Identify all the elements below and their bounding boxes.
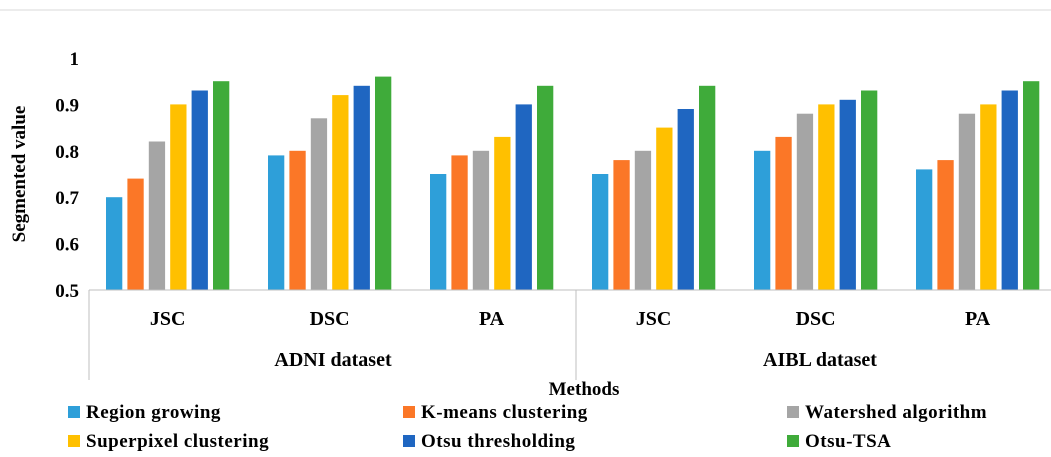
x-tick-label: DSC [796,308,836,330]
bar [537,85,554,290]
legend-label: Watershed algorithm [805,402,987,423]
bars [106,76,1040,291]
x-tick-label: PA [965,308,991,330]
bar [677,109,694,290]
bar [1023,81,1040,290]
y-tick-label: 0.7 [55,188,79,209]
bar [375,76,392,290]
bar [515,104,532,291]
legend-label: Otsu thresholding [421,431,575,452]
y-tick-label: 0.5 [55,281,79,302]
bar [796,113,814,290]
x-axis: JSC DSC PA JSC DSC PA ADNI dataset AIBL dataset [88,289,1051,380]
legend-label: Superpixel clustering [86,431,269,452]
group-label: ADNI dataset [274,349,392,371]
legend-swatch [787,406,799,418]
bar [148,141,166,290]
bar [332,95,349,290]
y-tick-label: 1 [70,49,80,70]
x-tick-label: PA [479,308,505,330]
bar [592,174,609,290]
bar [656,127,673,290]
bar [754,150,771,290]
bar [170,104,187,291]
bar [451,155,468,290]
legend-label: Region growing [86,402,221,423]
bar [268,155,285,290]
y-tick-label: 0.9 [55,95,79,116]
y-tick-label: 0.8 [55,142,79,163]
bar [613,160,630,290]
bar [634,150,652,290]
bar [699,85,716,290]
bar [818,104,835,291]
bar [127,178,144,290]
bar [289,150,306,290]
legend-swatch [403,406,415,418]
bar [861,90,878,290]
bar [430,174,447,290]
bar [191,90,208,290]
bar [472,150,490,290]
group-label: AIBL dataset [763,349,877,371]
y-axis: 0.5 0.6 0.7 0.8 0.9 1 [55,49,79,302]
bar [839,99,856,290]
x-axis-title: Methods [549,379,620,400]
bar [353,85,370,290]
y-axis-title: Segmented value [9,106,30,243]
x-tick-label: JSC [636,308,672,330]
bar [494,136,511,290]
bar [775,136,792,290]
bar [916,169,933,290]
bar [310,118,328,290]
x-tick-label: DSC [310,308,350,330]
bar [958,113,976,290]
legend-label: Otsu-TSA [805,431,891,452]
y-tick-label: 0.6 [55,235,79,256]
legend-swatch [68,435,80,447]
bar [213,81,230,290]
x-tick-label: JSC [150,308,186,330]
legend: Region growing K-means clustering Watershe… [68,402,987,452]
legend-label: K-means clustering [421,402,588,423]
legend-swatch [787,435,799,447]
bar [980,104,997,291]
legend-swatch [68,406,80,418]
bar [937,160,954,290]
bar [106,197,123,290]
bar [1001,90,1018,290]
legend-swatch [403,435,415,447]
